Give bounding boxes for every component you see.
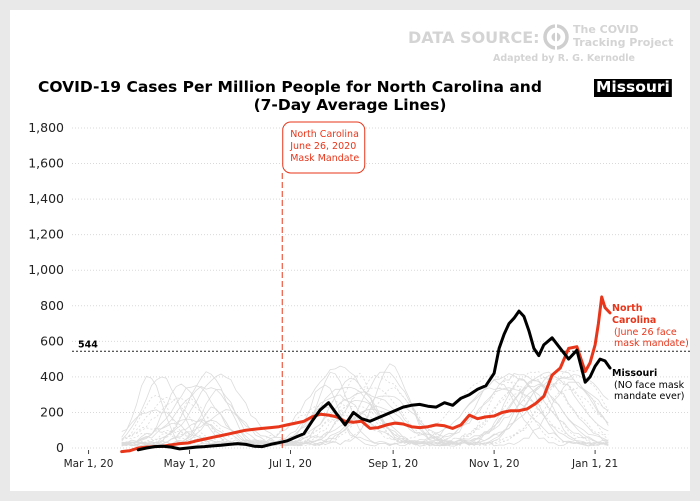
mask-mandate-box [282,121,366,174]
background-state-line [121,374,609,447]
y-tick-label: 1,200 [28,227,64,242]
title-highlight-background [594,79,672,97]
series-note-north-carolina: mask mandate) [614,338,689,349]
y-tick-label: 400 [40,369,64,384]
background-state-line [121,371,609,447]
background-state-line [121,373,609,447]
y-tick-label: 1,800 [28,120,64,135]
background-state-line [121,369,609,447]
series-label-north-carolina: North [612,303,643,314]
series-note-north-carolina: (June 26 face [614,327,677,338]
series-note-missouri: (NO face mask [614,380,685,391]
logo-line-2: Tracking Project [573,36,673,49]
y-tick-label: 1,000 [28,262,64,277]
x-tick-label: Jul 1, 20 [268,458,312,470]
series-note-missouri: mandate ever) [614,391,684,402]
y-tick-label: 600 [40,333,64,348]
y-tick-label: 200 [40,404,64,419]
x-tick-label: Nov 1, 20 [469,458,520,470]
y-tick-label: 1,600 [28,156,64,171]
background-state-line [121,371,609,447]
y-tick-label: 800 [40,298,64,313]
x-tick-label: Mar 1, 20 [64,458,114,470]
chart: DATA SOURCE: The COVID Tracking Project … [28,23,690,470]
x-tick-label: Jan 1, 21 [571,458,618,470]
reference-line-group: 544 [72,339,690,352]
adapted-by: Adapted by R. G. Kernodle [493,53,635,64]
series-label-missouri: Missouri [612,368,657,379]
series-label-north-carolina: Carolina [612,315,656,326]
background-state-line [121,371,609,447]
series-lines [120,295,612,454]
y-tick-label: 0 [56,440,64,455]
background-state-line [121,385,609,447]
reference-line-label: 544 [78,339,98,350]
gridlines [72,127,690,449]
chart-frame: DATA SOURCE: The COVID Tracking Project … [10,10,690,491]
background-state-line [121,381,609,447]
background-state-line [121,377,609,447]
chart-title-line-1: COVID-19 Cases Per Million People for No… [38,78,542,96]
mask-mandate-text: North Carolina [290,129,359,140]
x-tick-label: May 1, 20 [164,458,216,470]
series-line-missouri [136,309,612,452]
y-tick-label: 1,400 [28,191,64,206]
x-axis-ticks: Mar 1, 20 May 1, 20 Jul 1, 20 Sep 1, 20 Nov … [64,450,618,470]
background-state-line [121,383,609,447]
covid-tracking-logo-icon [543,24,569,50]
y-axis-ticks: 0 200 400 600 800 1,000 1,200 1,400 1,600 1,800 [28,120,64,455]
background-state-line [121,374,609,446]
x-tick-label: Sep 1, 20 [368,458,418,470]
series-line-north-carolina [120,295,612,454]
title-highlight-missouri: Missouri [596,78,670,96]
background-state-line [121,373,609,447]
chart-title-line-2: (7-Day Average Lines) [254,96,447,114]
logo-line-1: The COVID [573,23,639,36]
mask-mandate-text: Mask Mandate [290,153,359,164]
mask-mandate-text: June 26, 2020 [289,141,356,152]
data-source-label: DATA SOURCE: [408,28,540,47]
